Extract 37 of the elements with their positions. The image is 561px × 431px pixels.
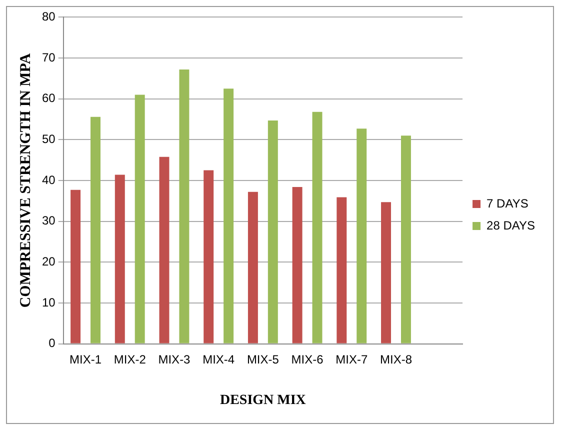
x-tick-label: MIX-1 <box>70 352 102 366</box>
x-tick-label: MIX-4 <box>202 352 235 366</box>
y-tick-label: 80 <box>42 10 56 24</box>
y-tick-label: 10 <box>42 295 56 310</box>
bar <box>90 116 100 344</box>
bar <box>336 197 347 344</box>
bar <box>179 69 190 344</box>
y-tick-label: 50 <box>42 132 56 146</box>
x-tick-label: MIX-8 <box>380 352 412 366</box>
bar <box>292 187 302 344</box>
y-tick-label: 0 <box>48 336 56 350</box>
y-tick-label: 30 <box>42 214 56 228</box>
bar <box>312 112 322 344</box>
bar <box>248 192 258 344</box>
x-axis-title: DESIGN MIX <box>220 393 306 408</box>
bar <box>268 120 278 344</box>
bar <box>70 190 81 344</box>
x-tick-label: MIX-2 <box>114 352 146 366</box>
bar <box>400 136 411 344</box>
bar <box>159 156 170 344</box>
x-tick-label: MIX-6 <box>291 352 324 366</box>
bar <box>356 128 367 344</box>
bar <box>114 174 125 344</box>
bar <box>204 170 214 344</box>
x-tick-label: MIX-7 <box>336 352 368 366</box>
bar <box>381 202 392 344</box>
y-axis-title: COMPRESSIVE STRENGTH IN MPA <box>18 53 34 308</box>
y-tick-label: 70 <box>42 50 56 64</box>
x-tick-label: MIX-3 <box>158 352 191 366</box>
bar <box>224 88 234 344</box>
legend-label: 28 DAYS <box>486 218 535 232</box>
y-tick-label: 40 <box>42 172 56 187</box>
y-tick-label: 60 <box>42 91 56 106</box>
legend-label: 7 DAYS <box>486 196 528 210</box>
y-tick-label: 20 <box>42 254 56 268</box>
x-tick-label: MIX-5 <box>246 352 280 366</box>
bar <box>134 94 145 344</box>
